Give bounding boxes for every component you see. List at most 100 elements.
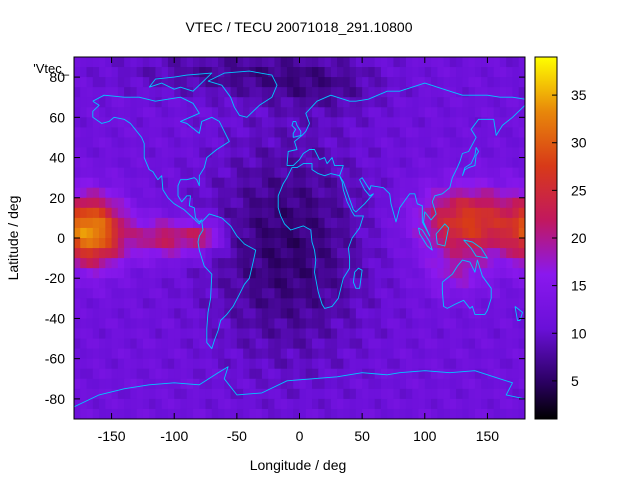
heatmap-cell [368, 398, 376, 410]
heatmap-cell [199, 187, 207, 199]
heatmap-cell [199, 238, 207, 249]
heatmap-cell [349, 278, 357, 289]
heatmap-cell [456, 117, 463, 128]
heatmap-cell [405, 248, 413, 259]
heatmap-cell [293, 348, 301, 360]
heatmap-cell [437, 378, 445, 390]
heatmap-cell [337, 278, 344, 289]
heatmap-cell [149, 187, 157, 199]
heatmap-cell [218, 97, 225, 108]
heatmap-cell [86, 67, 94, 78]
heatmap-cell [193, 288, 200, 299]
heatmap-cell [105, 147, 113, 159]
heatmap-cell [80, 368, 88, 380]
heatmap-cell [456, 207, 463, 219]
heatmap-cell [80, 298, 88, 309]
heatmap-cell [393, 348, 401, 360]
heatmap-cell [337, 378, 344, 390]
heatmap-cell [136, 408, 144, 419]
heatmap-cell [205, 388, 213, 400]
heatmap-cell [412, 77, 420, 88]
heatmap-cell [318, 248, 326, 259]
heatmap-cell [174, 258, 182, 269]
heatmap-cell [211, 107, 219, 118]
heatmap-cell [399, 187, 407, 199]
heatmap-cell [224, 288, 232, 299]
heatmap-cell [362, 298, 369, 309]
heatmap-cell [362, 318, 369, 330]
heatmap-cell [312, 157, 319, 169]
heatmap-cell [449, 348, 457, 360]
heatmap-cell [117, 358, 125, 370]
heatmap-cell [142, 57, 150, 68]
heatmap-cell [249, 358, 257, 370]
heatmap-cell [468, 398, 476, 410]
heatmap-cell [437, 227, 445, 239]
heatmap-cell [211, 117, 219, 128]
heatmap-cell [99, 157, 106, 169]
heatmap-cell [136, 147, 144, 159]
heatmap-cell [205, 358, 213, 370]
coastline-south-america [197, 213, 257, 350]
heatmap-cell [393, 77, 401, 88]
heatmap-cell [355, 388, 363, 400]
heatmap-cell [111, 278, 119, 289]
heatmap-cell [92, 318, 100, 330]
heatmap-cell [456, 298, 463, 309]
heatmap-cell [261, 308, 269, 320]
heatmap-cell [506, 378, 514, 390]
heatmap-cell [249, 368, 257, 380]
heatmap-cell [468, 348, 476, 360]
heatmap-cell [468, 227, 476, 239]
heatmap-cell [117, 87, 125, 98]
heatmap-cell [174, 248, 182, 259]
heatmap-cell [199, 197, 207, 209]
heatmap-cell [449, 57, 457, 68]
coastline-madagascar [352, 267, 363, 289]
heatmap-cell [481, 398, 489, 410]
heatmap-cell [142, 97, 150, 108]
heatmap-cell [224, 268, 232, 279]
heatmap-cell [268, 137, 276, 149]
heatmap-cell [236, 157, 244, 169]
heatmap-cell [286, 197, 294, 209]
heatmap-cell [199, 268, 207, 279]
heatmap-cell [167, 167, 175, 179]
heatmap-cell [324, 348, 332, 360]
heatmap-cell [180, 338, 188, 350]
heatmap-cell [99, 358, 106, 370]
heatmap-cell [418, 97, 426, 108]
heatmap-cell [124, 207, 131, 219]
heatmap-cell [130, 77, 138, 88]
heatmap-cell [243, 288, 250, 299]
heatmap-cell [243, 177, 250, 189]
heatmap-cell [487, 77, 495, 88]
heatmap-cell [167, 207, 175, 219]
heatmap-cell [236, 308, 244, 320]
heatmap-cell [337, 398, 344, 410]
heatmap-cell [487, 117, 495, 128]
heatmap-cell [349, 298, 357, 309]
heatmap-cell [499, 97, 507, 108]
heatmap-cell [155, 248, 163, 259]
heatmap-cell [105, 187, 113, 199]
heatmap-cell [412, 308, 420, 320]
heatmap-cell [474, 117, 482, 128]
heatmap-cell [105, 77, 113, 88]
heatmap-cell [374, 97, 382, 108]
heatmap-cell [343, 147, 351, 159]
heatmap-cell [74, 278, 81, 289]
heatmap-cell [149, 97, 157, 108]
heatmap-cell [243, 328, 250, 340]
heatmap-cell [193, 97, 200, 108]
heatmap-cell [380, 117, 388, 128]
heatmap-cell [330, 268, 338, 279]
heatmap-cell [437, 408, 445, 419]
heatmap-cell [518, 248, 525, 259]
heatmap-cell [487, 378, 495, 390]
heatmap-cell [412, 117, 420, 128]
heatmap-cell [180, 67, 188, 78]
heatmap-cell [186, 298, 194, 309]
heatmap-cell [199, 227, 207, 239]
heatmap-cell [443, 57, 451, 68]
